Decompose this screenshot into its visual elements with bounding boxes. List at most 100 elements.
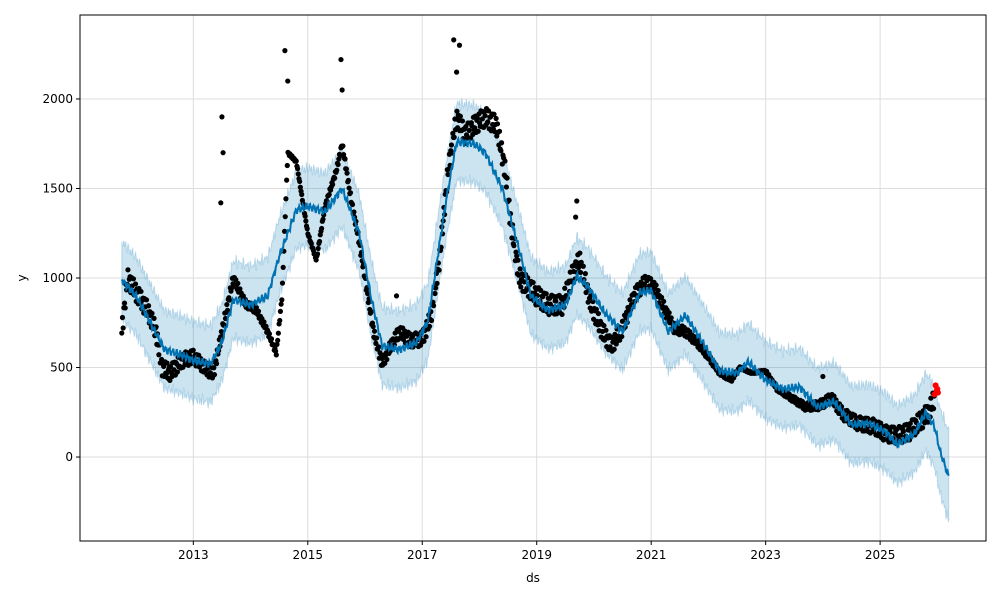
observed-point [121, 300, 128, 306]
observed-point [577, 269, 584, 276]
observed-point [911, 425, 917, 431]
observed-point [457, 113, 463, 119]
observed-point [261, 319, 267, 325]
observed-point [138, 288, 144, 295]
observed-point [900, 428, 906, 435]
observed-point [274, 341, 280, 347]
observed-point [132, 281, 139, 287]
observed-point [878, 420, 884, 426]
observed-point [218, 200, 224, 206]
observed-point [919, 425, 926, 431]
observed-point [530, 279, 536, 286]
observed-point [423, 334, 429, 340]
x-tick-label: 2019 [521, 548, 552, 562]
observed-point [221, 322, 227, 328]
observed-point [275, 337, 281, 344]
observed-point [145, 303, 152, 309]
observed-point [211, 372, 218, 378]
observed-point [573, 214, 579, 220]
observed-point [448, 142, 455, 148]
recent-points [931, 382, 941, 398]
observed-point [349, 201, 356, 208]
observed-point [831, 393, 837, 399]
observed-point [506, 197, 512, 203]
observed-point [661, 298, 667, 304]
observed-point [580, 263, 586, 269]
observed-point [384, 356, 390, 363]
observed-point [338, 56, 344, 63]
observed-point [491, 111, 497, 117]
observed-point [120, 325, 126, 331]
observed-point [253, 304, 259, 311]
observed-point [308, 241, 314, 247]
observed-point [445, 171, 451, 178]
observed-point [553, 298, 559, 304]
observed-point [627, 297, 633, 303]
observed-point [304, 226, 310, 232]
observed-point [515, 257, 521, 263]
observed-point [898, 432, 904, 438]
observed-point [156, 352, 162, 358]
observed-point [562, 285, 568, 291]
observed-point [574, 198, 580, 204]
observed-point [543, 291, 549, 297]
observed-point [582, 271, 588, 277]
observed-point [211, 365, 217, 371]
x-tick-label: 2013 [178, 548, 209, 562]
observed-point [334, 167, 340, 173]
observed-point [345, 177, 352, 183]
observed-point [524, 285, 530, 291]
observed-point [453, 69, 460, 75]
observed-point [284, 162, 290, 169]
observed-point [518, 284, 524, 290]
observed-point [474, 115, 481, 122]
observed-point [339, 87, 345, 93]
observed-point [376, 344, 382, 350]
observed-point [925, 419, 931, 425]
x-tick-label: 2025 [865, 548, 896, 562]
observed-point [451, 37, 457, 43]
observed-point [521, 279, 527, 285]
observed-point [347, 190, 354, 196]
observed-point [130, 276, 137, 282]
x-axis-label: ds [526, 571, 540, 585]
observed-point [371, 328, 378, 334]
observed-point [335, 161, 341, 168]
observed-point [279, 280, 286, 286]
observed-point [119, 314, 126, 321]
observed-point [466, 127, 472, 134]
observed-point [559, 311, 565, 318]
observed-point [432, 290, 438, 297]
observed-point [454, 108, 460, 114]
observed-point [281, 228, 288, 234]
observed-point [653, 282, 659, 288]
observed-point [151, 315, 157, 321]
observed-point [494, 121, 501, 127]
observed-point [332, 175, 338, 181]
observed-point [493, 115, 499, 122]
observed-point [306, 234, 312, 240]
observed-point [365, 291, 371, 297]
observed-point [485, 108, 492, 114]
observed-point [277, 308, 284, 315]
observed-point [279, 297, 285, 303]
observed-point [344, 170, 350, 176]
observed-point [393, 293, 400, 299]
observed-point [368, 309, 374, 315]
observed-point [163, 371, 170, 377]
observed-point [235, 280, 241, 286]
y-tick-label: 2000 [42, 92, 73, 106]
observed-point [219, 114, 225, 120]
observed-point [585, 299, 591, 305]
observed-point [282, 214, 288, 220]
observed-point [282, 48, 288, 54]
observed-point [343, 166, 349, 172]
observed-point [284, 177, 290, 183]
observed-point [434, 280, 440, 286]
observed-point [316, 238, 323, 245]
y-axis-label: y [15, 274, 29, 281]
observed-point [820, 373, 826, 380]
observed-point [149, 310, 155, 316]
